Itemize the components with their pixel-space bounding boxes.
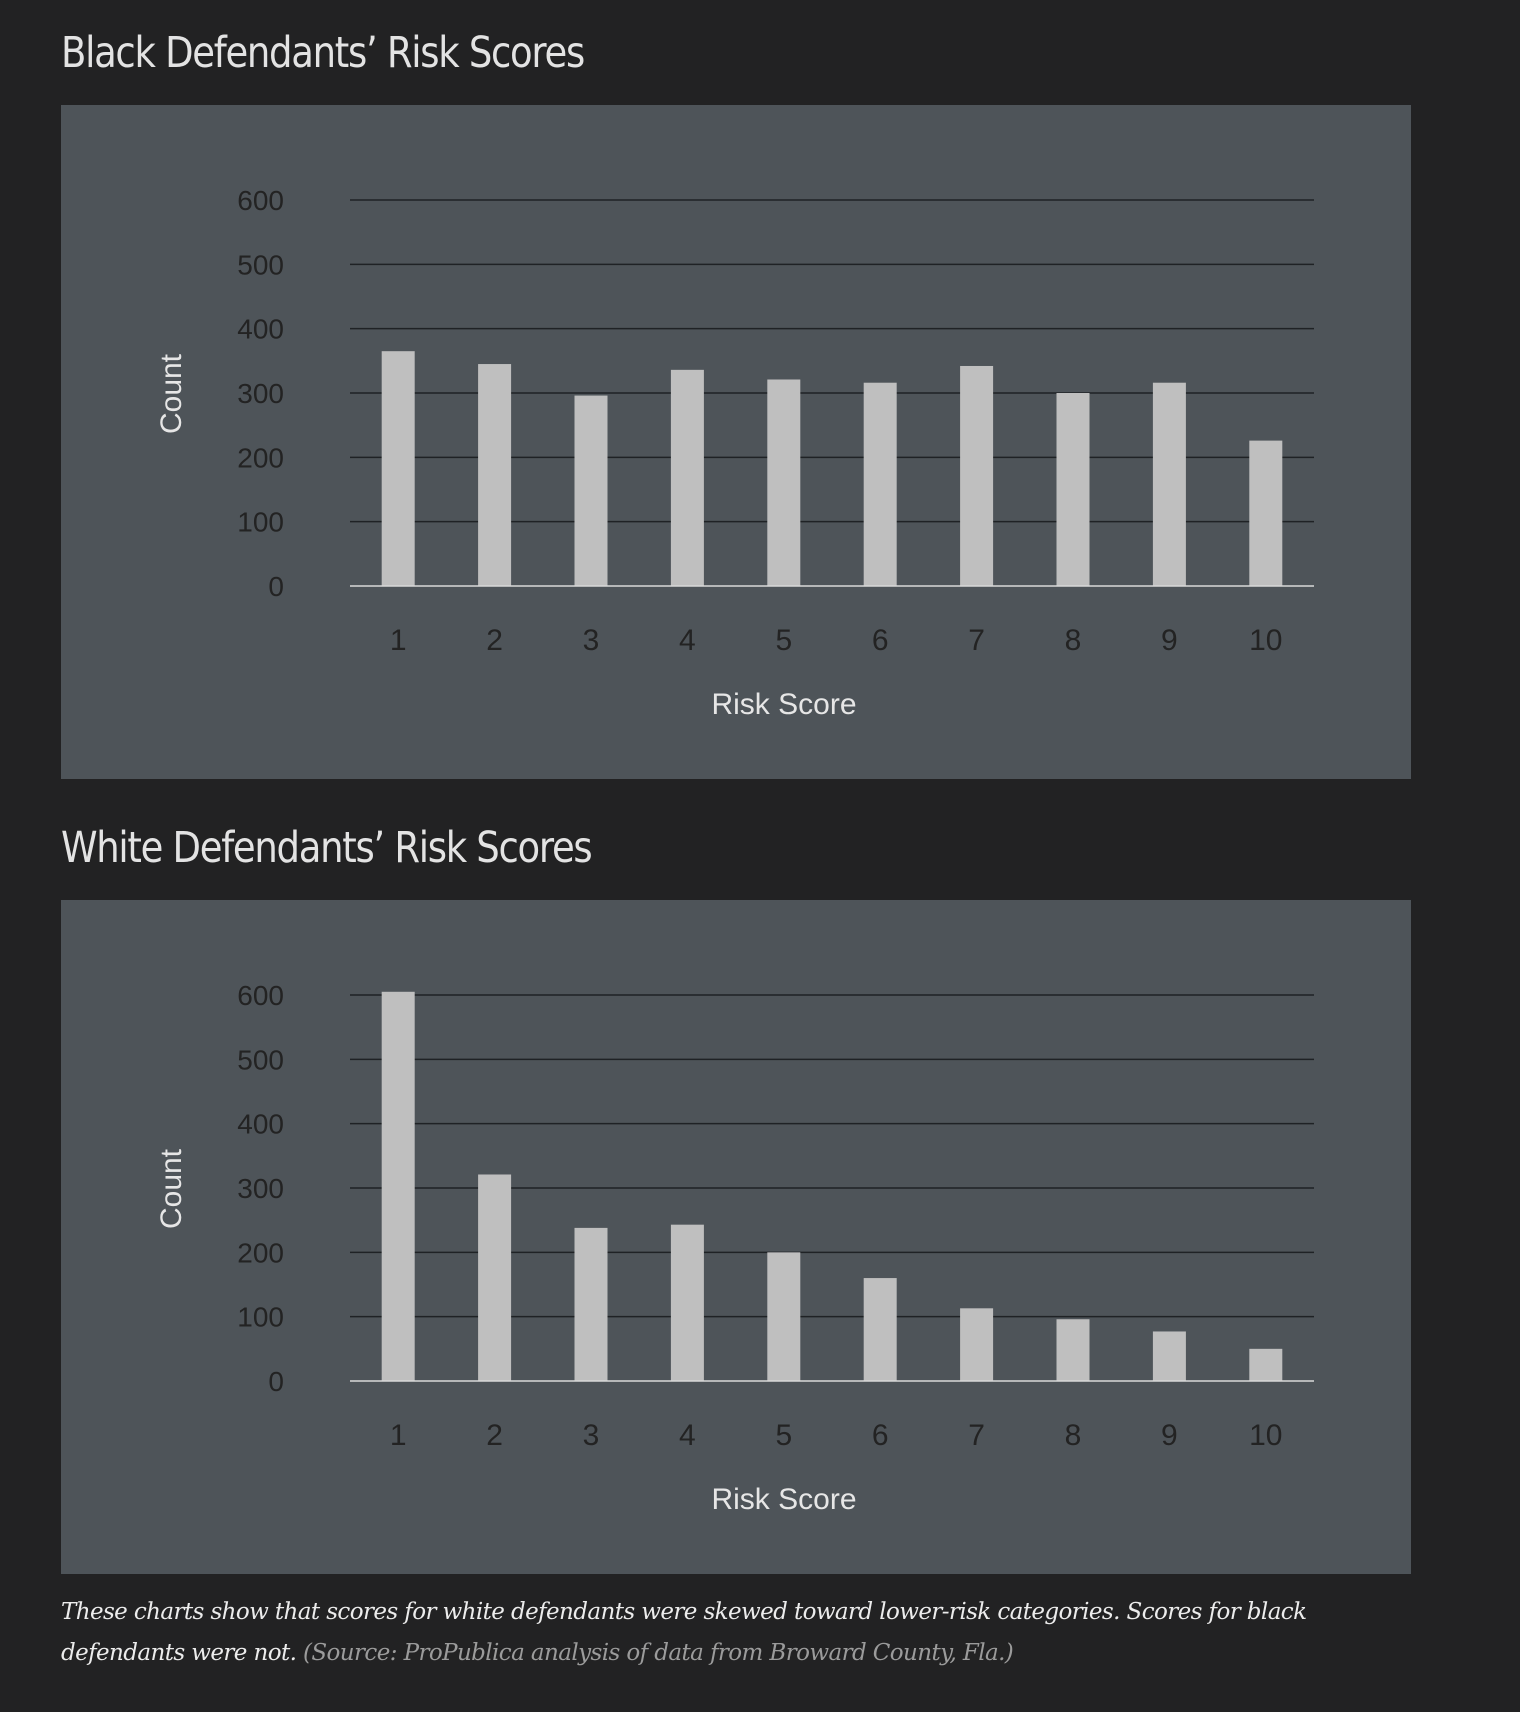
bar (574, 395, 608, 586)
y-tick-label: 300 (237, 1173, 284, 1204)
x-tick-label: 8 (1065, 1419, 1082, 1452)
bar (478, 364, 512, 586)
chart-caption: These charts show that scores for white … (61, 1592, 1431, 1674)
y-axis-title: Count (155, 353, 188, 434)
bar (960, 1308, 994, 1381)
x-tick-label: 2 (486, 624, 503, 657)
bar (1152, 382, 1186, 586)
bar (767, 1252, 801, 1381)
x-tick-label: 4 (679, 624, 696, 657)
bar-chart-white: 0 100 200 300 400 500 600 1 2 3 4 5 6 7 8 9 10 Risk Score… (155, 980, 1314, 1516)
y-tick-label: 200 (237, 442, 284, 473)
y-tick-label: 300 (237, 378, 284, 409)
bar (381, 351, 415, 586)
y-tick-label: 400 (237, 314, 284, 345)
x-axis-title: Risk Score (711, 1483, 856, 1516)
chart-title-black: Black Defendants’ Risk Scores (61, 28, 585, 78)
y-tick-label: 600 (237, 185, 284, 216)
bar (670, 1224, 704, 1381)
y-tick-label: 100 (237, 507, 284, 538)
caption-source: (Source: ProPublica analysis of data fro… (303, 1640, 1014, 1666)
bar (1249, 440, 1283, 586)
y-tick-label: 500 (237, 1044, 284, 1075)
y-tick-label: 100 (237, 1302, 284, 1333)
bar (670, 369, 704, 586)
y-tick-label: 0 (268, 571, 284, 602)
bar (574, 1227, 608, 1381)
x-tick-label: 8 (1065, 624, 1082, 657)
chart-panel-black: 0 100 200 300 400 500 600 1 2 3 4 5 6 7 8 9 10 Risk Score… (61, 105, 1411, 779)
bar (863, 382, 897, 586)
bar (381, 991, 415, 1381)
x-tick-label: 5 (775, 624, 792, 657)
y-axis-title: Count (155, 1148, 188, 1229)
chart-title-white: White Defendants’ Risk Scores (61, 823, 593, 873)
x-tick-label: 9 (1161, 1419, 1178, 1452)
bar (767, 379, 801, 586)
x-tick-label: 10 (1249, 624, 1282, 657)
bar (1152, 1331, 1186, 1381)
x-tick-label: 10 (1249, 1419, 1282, 1452)
y-tick-label: 600 (237, 980, 284, 1011)
bar (1056, 393, 1090, 586)
x-axis-title: Risk Score (711, 688, 856, 721)
x-tick-label: 4 (679, 1419, 696, 1452)
caption-text: These charts show that scores for white … (61, 1599, 1307, 1666)
bar (863, 1278, 897, 1381)
bar (1056, 1319, 1090, 1381)
x-tick-label: 7 (968, 624, 985, 657)
x-tick-label: 1 (390, 1419, 407, 1452)
x-tick-label: 2 (486, 1419, 503, 1452)
bar (478, 1174, 512, 1381)
bar-chart-black: 0 100 200 300 400 500 600 1 2 3 4 5 6 7 8 9 10 Risk Score… (155, 185, 1314, 721)
x-tick-label: 3 (583, 624, 600, 657)
x-tick-label: 7 (968, 1419, 985, 1452)
y-tick-label: 0 (268, 1366, 284, 1397)
y-tick-label: 200 (237, 1237, 284, 1268)
bar (1249, 1348, 1283, 1381)
y-tick-label: 400 (237, 1109, 284, 1140)
y-tick-label: 500 (237, 249, 284, 280)
x-tick-label: 1 (390, 624, 407, 657)
x-tick-label: 6 (872, 624, 889, 657)
bar (960, 365, 994, 586)
x-tick-label: 6 (872, 1419, 889, 1452)
x-tick-label: 3 (583, 1419, 600, 1452)
x-tick-label: 5 (775, 1419, 792, 1452)
chart-panel-white: 0 100 200 300 400 500 600 1 2 3 4 5 6 7 8 9 10 Risk Score… (61, 900, 1411, 1574)
x-tick-label: 9 (1161, 624, 1178, 657)
